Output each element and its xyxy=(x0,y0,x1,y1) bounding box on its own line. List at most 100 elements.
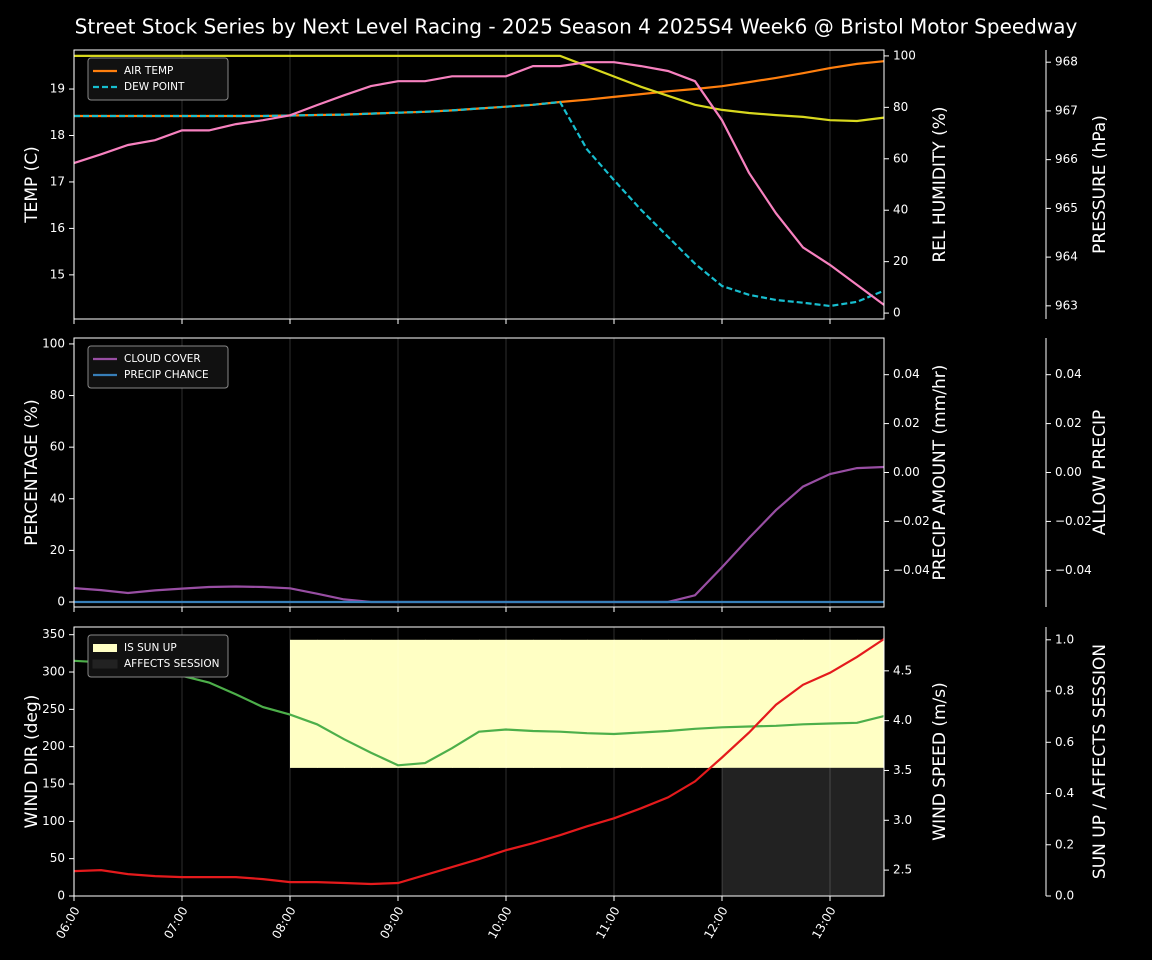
y-axis-label: PERCENTAGE (%) xyxy=(22,399,42,545)
legend-label: AFFECTS SESSION xyxy=(124,658,220,670)
y3-tick-label: 967 xyxy=(1055,103,1078,117)
fill-band xyxy=(857,639,885,768)
fill-band xyxy=(290,639,318,768)
legend-box xyxy=(87,57,229,101)
y-tick-label: 15 xyxy=(50,267,65,281)
y2-tick-label: 100 xyxy=(893,48,916,62)
legend-label: IS SUN UP xyxy=(124,642,177,654)
y-tick-label: 50 xyxy=(50,851,65,865)
legend-swatch xyxy=(92,659,118,669)
y3-tick-label: −0.04 xyxy=(1055,563,1092,577)
y-tick-label: 200 xyxy=(42,739,65,753)
fill-band xyxy=(803,767,831,896)
panel: 0 20 40 60 80 100 PERCENTAGE (%) −0.04 −0.02 0.00… xyxy=(22,336,1110,612)
x-tick-label: 08:00 xyxy=(269,904,298,941)
x-tick-label: 13:00 xyxy=(809,904,838,941)
y-tick-label: 0 xyxy=(57,594,65,608)
y3-tick-label: 0.02 xyxy=(1055,416,1082,430)
y2-tick-label: 40 xyxy=(893,203,908,217)
plot-frame xyxy=(73,626,885,897)
y2-axis-label: PRECIP AMOUNT (mm/hr) xyxy=(930,365,950,581)
legend: AIR TEMP DEW POINT xyxy=(87,57,229,101)
fill-band xyxy=(506,639,534,768)
y2-tick-label: 60 xyxy=(893,151,908,165)
y2-tick-label: 20 xyxy=(893,254,908,268)
series-line xyxy=(74,54,885,123)
y2-tick-label: 0.04 xyxy=(893,367,920,381)
fill-band xyxy=(641,639,669,768)
y-tick-label: 100 xyxy=(42,336,65,350)
y3-axis-label: SUN UP / AFFECTS SESSION xyxy=(1090,644,1110,879)
y2-tick-label: −0.04 xyxy=(893,563,930,577)
y3-tick-label: 968 xyxy=(1055,55,1078,69)
y-tick-label: 0 xyxy=(57,889,65,903)
fill-band xyxy=(803,639,831,768)
y-tick-label: 150 xyxy=(42,777,65,791)
fill-band xyxy=(587,639,615,768)
y-tick-label: 250 xyxy=(42,702,65,716)
plot-frame xyxy=(73,49,885,320)
y2-axis-label: WIND SPEED (m/s) xyxy=(930,682,950,840)
fill-band xyxy=(830,767,858,896)
fill-band xyxy=(668,639,696,768)
panel: 06:00 07:00 08:00 09:00 10:00 11:00 12:00 13:00… xyxy=(22,626,1110,941)
fill-band xyxy=(776,767,804,896)
legend-label: DEW POINT xyxy=(124,81,185,93)
fill-band xyxy=(452,639,480,768)
y3-axis-label: ALLOW PRECIP xyxy=(1090,410,1110,536)
fill-band xyxy=(776,639,804,768)
y2-tick-label: −0.02 xyxy=(893,514,930,528)
y-tick-label: 300 xyxy=(42,665,65,679)
y2-tick-label: 80 xyxy=(893,100,908,114)
y-axis-label: WIND DIR (deg) xyxy=(22,695,42,829)
y2-tick-label: 2.5 xyxy=(893,863,912,877)
y3-tick-label: 0.6 xyxy=(1055,735,1074,749)
series-line xyxy=(73,465,885,604)
legend: IS SUN UP AFFECTS SESSION xyxy=(87,634,229,678)
y3-tick-label: 0.0 xyxy=(1055,889,1074,903)
y3-tick-label: 966 xyxy=(1055,152,1078,166)
y3-tick-label: 0.4 xyxy=(1055,786,1074,800)
x-tick-label: 12:00 xyxy=(701,904,730,941)
y2-tick-label: 3.5 xyxy=(893,763,912,777)
legend-box xyxy=(87,345,229,389)
legend-label: CLOUD COVER xyxy=(124,353,201,365)
y3-tick-label: 0.8 xyxy=(1055,684,1074,698)
y3-tick-label: 0.2 xyxy=(1055,837,1074,851)
y-axis-label: TEMP (C) xyxy=(22,146,42,224)
y3-tick-label: 1.0 xyxy=(1055,632,1074,646)
y-tick-label: 60 xyxy=(50,440,65,454)
y2-tick-label: 4.5 xyxy=(893,663,912,677)
y2-tick-label: 0 xyxy=(893,306,901,320)
fill-band xyxy=(722,767,750,896)
y-tick-label: 20 xyxy=(50,543,65,557)
fill-band xyxy=(857,767,885,896)
series-line xyxy=(73,638,885,886)
y3-tick-label: 964 xyxy=(1055,250,1078,264)
y2-tick-label: 0.00 xyxy=(893,465,920,479)
legend-box xyxy=(87,634,229,678)
fill-band xyxy=(317,639,345,768)
fill-band xyxy=(749,639,777,768)
y-tick-label: 19 xyxy=(50,82,65,96)
y-tick-label: 16 xyxy=(50,221,65,235)
fill-band xyxy=(398,639,426,768)
legend-label: PRECIP CHANCE xyxy=(124,369,209,381)
fill-band xyxy=(344,639,372,768)
fill-band xyxy=(560,639,588,768)
y-tick-label: 80 xyxy=(50,388,65,402)
legend-label: AIR TEMP xyxy=(124,65,173,77)
y2-tick-label: 3.0 xyxy=(893,813,912,827)
y2-axis-label: REL HUMIDITY (%) xyxy=(930,106,950,262)
y2-tick-label: 4.0 xyxy=(893,713,912,727)
legend-swatch xyxy=(93,644,117,652)
y-tick-label: 100 xyxy=(42,814,65,828)
plot-frame xyxy=(73,337,885,608)
y3-tick-label: 963 xyxy=(1055,298,1078,312)
series-line xyxy=(74,100,885,308)
y-tick-label: 17 xyxy=(50,174,65,188)
y3-tick-label: −0.02 xyxy=(1055,514,1092,528)
fill-band xyxy=(425,639,453,768)
fill-band xyxy=(371,639,399,768)
x-tick-label: 06:00 xyxy=(53,904,82,941)
